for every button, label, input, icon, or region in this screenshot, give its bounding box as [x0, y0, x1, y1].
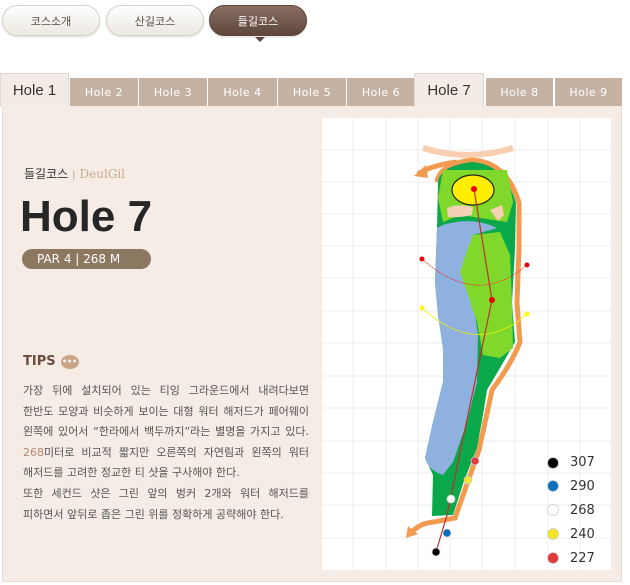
tips-text: 가장 뒤에 설치되어 있는 티잉 그라운드에서 내려다보면 한반도 모양과 비슷… — [23, 381, 309, 525]
tee-yellow — [463, 475, 473, 485]
tab-hole-3[interactable]: Hole 3 — [139, 78, 207, 106]
shot-line — [435, 188, 493, 553]
pin-point — [471, 186, 477, 192]
tab-hole-9[interactable]: Hole 9 — [555, 78, 622, 106]
tee-blue — [442, 528, 452, 538]
tee-markers — [431, 456, 480, 557]
arrow-bottom-head — [406, 526, 418, 538]
arc-endpoints-yellow — [419, 305, 530, 317]
tips-line: 268미터로 비교적 짧지만 오른쪽의 자연림과 왼쪽의 워터 — [23, 443, 309, 464]
course-subtitle: 들길코스 | DeulGil — [24, 165, 125, 182]
legend-dot — [547, 457, 559, 469]
tee-white — [446, 494, 456, 504]
separator: | — [72, 170, 76, 181]
tips-label: TIPS — [23, 354, 56, 369]
par-distance-badge: PAR 4 | 268 M — [22, 249, 151, 269]
tee-red — [470, 456, 480, 466]
legend-label: 268 — [570, 503, 595, 518]
bunker-left — [447, 205, 473, 218]
tab-hole-8[interactable]: Hole 8 — [486, 78, 553, 106]
tab-hole-6[interactable]: Hole 6 — [347, 78, 415, 106]
tips-line: 피하면서 앞뒤로 좁은 그린 위를 정확하게 공략해야 한다. — [23, 507, 284, 521]
tee-black — [431, 547, 441, 557]
speech-bubble-icon: ••• — [60, 354, 79, 369]
tips-line: 왼쪽에 있어서 “한라에서 백두까지”라는 별명을 가지고 있다. — [23, 425, 309, 439]
tips-line: 한반도 모양과 비슷하게 보이는 대형 워터 해저드가 페어웨이 — [23, 404, 309, 418]
target-point — [489, 297, 495, 303]
tab-hole-5[interactable]: Hole 5 — [278, 78, 346, 106]
tab-hole-4[interactable]: Hole 4 — [208, 78, 277, 106]
bunker-right — [490, 205, 504, 221]
tips-heading: TIPS ••• — [23, 354, 79, 369]
distance-arc-yellow — [421, 307, 528, 335]
legend-label: 240 — [570, 527, 595, 542]
hole-layout-svg — [322, 118, 611, 570]
tips-line: 해저드를 고려한 정교한 티 샷을 구사해야 한다. — [23, 466, 240, 480]
legend-dot — [547, 528, 559, 540]
arrow-top-head — [414, 165, 428, 178]
tips-line: 가장 뒤에 설치되어 있는 티잉 그라운드에서 내려다보면 — [23, 384, 309, 397]
tab-hole-1[interactable]: Hole 1 — [0, 73, 69, 107]
water-hazard — [425, 221, 497, 475]
legend-dot — [547, 504, 559, 516]
course-intro-button[interactable]: 코스소개 — [2, 5, 100, 36]
tab-hole-7[interactable]: Hole 7 — [414, 73, 484, 107]
field-course-button[interactable]: 들길코스 — [209, 5, 307, 42]
tab-hole-2[interactable]: Hole 2 — [70, 78, 138, 106]
legend-dots — [547, 457, 559, 564]
arc-endpoints — [419, 256, 530, 268]
legend-dot — [547, 480, 559, 492]
tips-line: 또한 세컨드 샷은 그린 앞의 벙커 2개와 워터 해저드를 — [23, 486, 309, 500]
course-name-en: DeulGil — [79, 167, 126, 181]
mountain-course-button[interactable]: 산길코스 — [106, 5, 204, 36]
arrow-bottom-icon — [410, 519, 435, 534]
legend-label: 227 — [570, 551, 595, 566]
legend-label: 290 — [570, 479, 595, 494]
distance-number: 268 — [23, 445, 44, 459]
legend-dot — [547, 552, 559, 564]
legend-label: 307 — [570, 455, 595, 470]
distance-arc-red — [421, 258, 528, 286]
hole-map — [322, 118, 611, 570]
tee-marker-arc — [422, 145, 514, 158]
page-title: Hole 7 — [20, 192, 153, 241]
course-name-kr: 들길코스 — [24, 167, 69, 181]
tips-line-rest: 미터로 비교적 짧지만 오른쪽의 자연림과 왼쪽의 워터 — [44, 445, 309, 459]
fairway-right — [460, 232, 513, 358]
